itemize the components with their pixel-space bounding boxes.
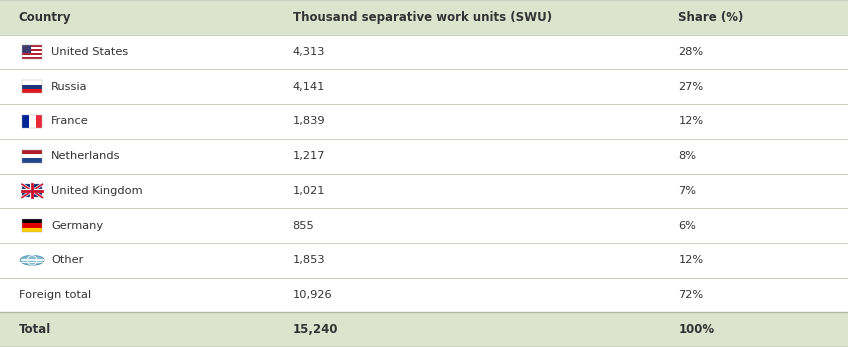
Text: Germany: Germany — [51, 221, 103, 230]
Text: United States: United States — [51, 47, 128, 57]
Bar — [0, 104, 848, 139]
Text: 12%: 12% — [678, 255, 704, 265]
Text: 72%: 72% — [678, 290, 704, 300]
Circle shape — [20, 255, 44, 265]
Text: 4,313: 4,313 — [293, 47, 325, 57]
Text: 100%: 100% — [678, 323, 715, 336]
Bar — [22, 150, 42, 154]
Text: Share (%): Share (%) — [678, 11, 744, 24]
Text: 27%: 27% — [678, 82, 704, 92]
Text: 4,141: 4,141 — [293, 82, 325, 92]
Bar — [22, 228, 42, 232]
Bar — [0, 243, 848, 278]
Bar — [22, 45, 31, 53]
Bar — [22, 55, 42, 57]
Text: 7%: 7% — [678, 186, 696, 196]
Bar — [22, 51, 42, 53]
Bar — [0, 174, 848, 208]
Bar — [22, 80, 42, 85]
Text: Thousand separative work units (SWU): Thousand separative work units (SWU) — [293, 11, 552, 24]
Text: Russia: Russia — [51, 82, 87, 92]
Text: 855: 855 — [293, 221, 315, 230]
Text: 1,839: 1,839 — [293, 117, 325, 126]
Bar — [22, 219, 42, 232]
Bar — [0, 35, 848, 69]
Text: 1,021: 1,021 — [293, 186, 325, 196]
Bar — [22, 223, 42, 228]
Bar — [22, 53, 42, 55]
Text: United Kingdom: United Kingdom — [51, 186, 142, 196]
Bar — [0, 139, 848, 174]
Text: 6%: 6% — [678, 221, 696, 230]
Text: Netherlands: Netherlands — [51, 151, 120, 161]
Bar — [0, 0, 848, 35]
Text: Country: Country — [19, 11, 71, 24]
Bar — [22, 154, 42, 158]
Bar — [0, 69, 848, 104]
Bar — [22, 150, 42, 163]
Text: 28%: 28% — [678, 47, 704, 57]
Bar — [22, 47, 42, 49]
Text: 8%: 8% — [678, 151, 696, 161]
Bar — [22, 89, 42, 93]
Text: 10,926: 10,926 — [293, 290, 332, 300]
Bar — [22, 45, 42, 59]
Text: 15,240: 15,240 — [293, 323, 338, 336]
Bar — [29, 115, 36, 128]
Bar — [0, 312, 848, 347]
Bar — [36, 115, 42, 128]
Text: France: France — [51, 117, 89, 126]
Bar — [22, 49, 42, 51]
Bar — [22, 115, 29, 128]
Text: 1,853: 1,853 — [293, 255, 325, 265]
Bar — [22, 45, 42, 47]
Bar — [22, 184, 42, 197]
Bar — [22, 219, 42, 223]
Bar — [22, 115, 42, 128]
Bar — [22, 158, 42, 163]
Text: Other: Other — [51, 255, 83, 265]
Bar — [22, 80, 42, 93]
Bar — [22, 85, 42, 89]
Bar — [0, 278, 848, 312]
Bar — [22, 184, 42, 197]
Text: Total: Total — [19, 323, 51, 336]
Text: 12%: 12% — [678, 117, 704, 126]
Text: 1,217: 1,217 — [293, 151, 325, 161]
Bar — [22, 57, 42, 59]
Text: Foreign total: Foreign total — [19, 290, 91, 300]
Bar — [0, 208, 848, 243]
